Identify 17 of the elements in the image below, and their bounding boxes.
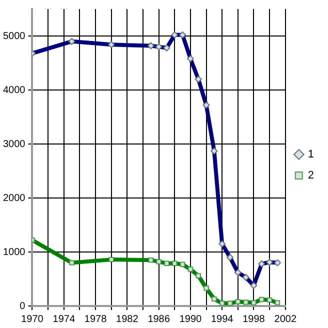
y-tick-label: 1000 [2,246,26,258]
y-tick-label: 2000 [2,192,26,204]
y-tick-label: 4000 [2,84,26,96]
x-tick-label: 1986 [148,314,170,325]
y-tick-label: 0 [20,300,26,312]
y-tick-label: 3000 [2,138,26,150]
x-tick-label: 1982 [116,314,139,325]
x-tick-label: 1978 [84,314,108,325]
x-tick-label: 1994 [210,314,234,325]
x-tick-label: 1998 [242,314,266,325]
x-tick-label: 1970 [21,314,44,325]
legend-label: 2 [308,170,314,182]
legend-label: 1 [308,148,314,161]
y-tick-label: 5000 [2,30,26,42]
x-tick-label: 1974 [52,314,76,325]
x-tick-label: 2002 [274,314,297,325]
x-tick-label: 1990 [179,314,202,325]
